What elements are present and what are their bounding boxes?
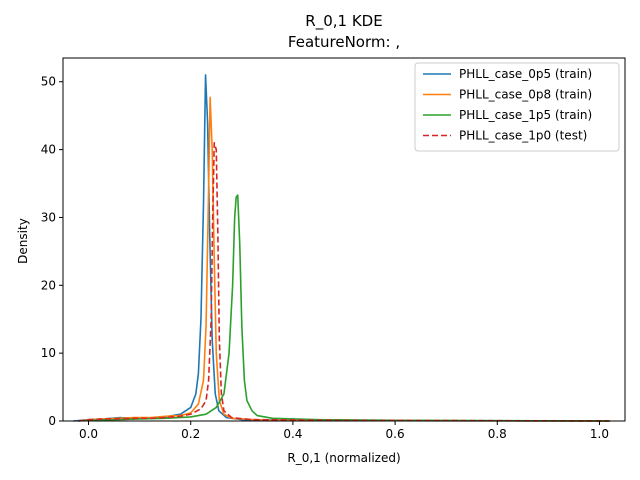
legend: PHLL_case_0p5 (train) PHLL_case_0p8 (trai… [414, 62, 620, 152]
y-tick-label: 10 [41, 346, 56, 360]
x-tick-label: 0.6 [386, 427, 405, 441]
legend-label: PHLL_case_0p5 (train) [459, 67, 592, 81]
chart-subtitle: FeatureNorm: , [288, 33, 400, 51]
y-tick-label: 20 [41, 278, 56, 292]
series-line-2 [78, 96, 610, 422]
x-tick-label: 0.4 [283, 427, 302, 441]
y-axis-label: Density [16, 218, 30, 264]
plot-lines [73, 74, 610, 422]
x-tick-label: 0.8 [488, 427, 507, 441]
y-tick-label: 0 [48, 414, 56, 428]
legend-box [414, 62, 620, 152]
legend-label: PHLL_case_1p5 (train) [459, 108, 592, 122]
legend-label: PHLL_case_1p0 (test) [459, 129, 587, 143]
y-axis-ticks: 0 10 20 30 40 50 [41, 75, 63, 428]
y-tick-label: 30 [41, 210, 56, 224]
x-tick-label: 0.0 [79, 427, 98, 441]
chart-title: R_0,1 KDE [305, 12, 382, 31]
x-axis-label: R_0,1 (normalized) [287, 451, 400, 465]
plot-frame [62, 57, 626, 422]
y-tick-label: 50 [41, 75, 56, 89]
y-tick-label: 40 [41, 143, 56, 157]
legend-label: PHLL_case_0p8 (train) [459, 88, 592, 102]
x-axis-ticks: 0.0 0.2 0.4 0.6 0.8 1.0 [79, 421, 609, 441]
series-line-3 [78, 194, 610, 422]
series-line-4 [78, 142, 610, 422]
x-tick-label: 1.0 [590, 427, 609, 441]
x-tick-label: 0.2 [181, 427, 200, 441]
